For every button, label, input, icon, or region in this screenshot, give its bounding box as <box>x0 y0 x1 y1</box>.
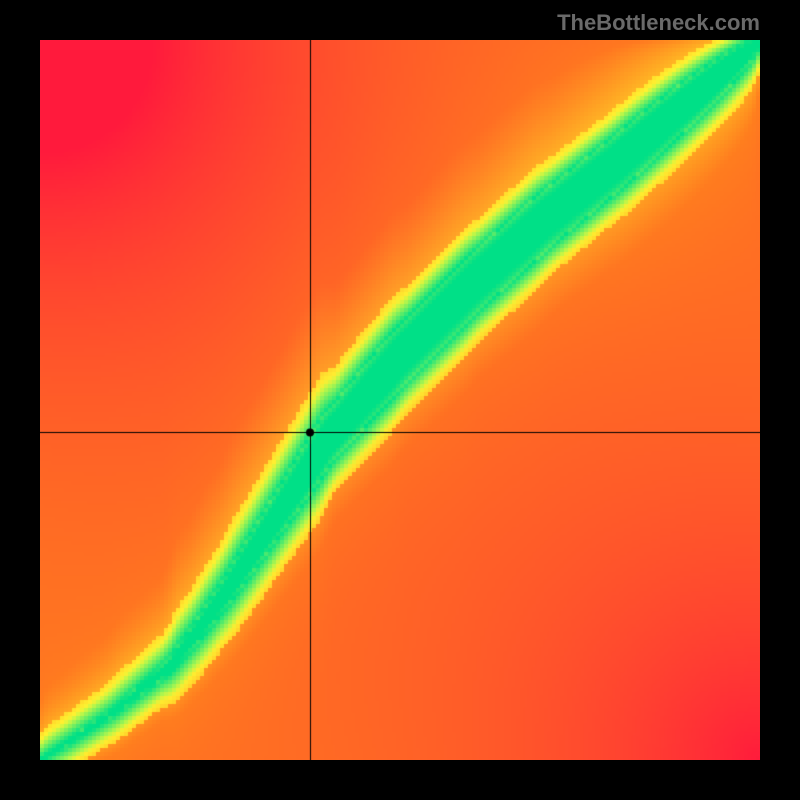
watermark-text: TheBottleneck.com <box>557 10 760 36</box>
bottleneck-heatmap <box>40 40 760 760</box>
